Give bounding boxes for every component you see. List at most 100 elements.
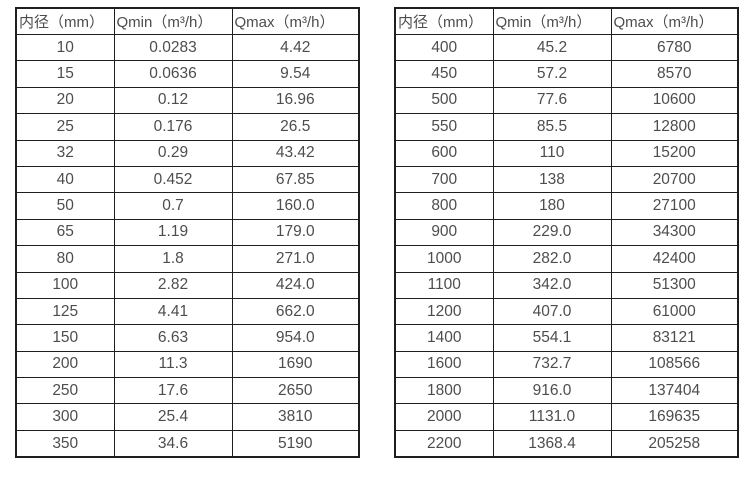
table-row: 1400 554.1 83121 bbox=[394, 324, 739, 352]
table-row: 100 2.82 424.0 bbox=[15, 271, 360, 299]
cell: 160.0 bbox=[231, 192, 360, 220]
table-row: 1600 732.7 108566 bbox=[394, 350, 739, 379]
cell: 700 bbox=[394, 165, 494, 194]
cell: 1400 bbox=[394, 324, 494, 352]
cell: 32 bbox=[15, 139, 115, 167]
cell: 125 bbox=[15, 297, 115, 326]
cell: 6.63 bbox=[113, 324, 233, 352]
cell: 1.8 bbox=[113, 245, 233, 273]
table-body: 10 0.0283 4.42 15 0.0636 9.54 20 0.12 16.96 25 0.1… bbox=[15, 33, 360, 458]
cell: 150 bbox=[15, 324, 115, 352]
cell: 300 bbox=[15, 403, 115, 431]
cell: 954.0 bbox=[231, 324, 360, 352]
cell: 83121 bbox=[610, 324, 739, 352]
cell: 2200 bbox=[394, 429, 494, 458]
cell: 1200 bbox=[394, 297, 494, 326]
cell: 1100 bbox=[394, 271, 494, 299]
table-row: 32 0.29 43.42 bbox=[15, 139, 360, 167]
cell: 179.0 bbox=[231, 218, 360, 247]
cell: 180 bbox=[492, 192, 612, 220]
table-row: 80 1.8 271.0 bbox=[15, 245, 360, 273]
cell: 20 bbox=[15, 86, 115, 115]
cell: 400 bbox=[394, 33, 494, 62]
cell: 200 bbox=[15, 350, 115, 379]
cell: 600 bbox=[394, 139, 494, 167]
table-row: 10 0.0283 4.42 bbox=[15, 33, 360, 62]
table-row: 65 1.19 179.0 bbox=[15, 218, 360, 247]
cell: 205258 bbox=[610, 429, 739, 458]
cell: 1368.4 bbox=[492, 429, 612, 458]
cell: 6780 bbox=[610, 33, 739, 62]
cell: 110 bbox=[492, 139, 612, 167]
table-row: 600 110 15200 bbox=[394, 139, 739, 167]
table-row: 1100 342.0 51300 bbox=[394, 271, 739, 299]
cell: 500 bbox=[394, 86, 494, 115]
cell: 169635 bbox=[610, 403, 739, 431]
cell: 77.6 bbox=[492, 86, 612, 115]
table-row: 900 229.0 34300 bbox=[394, 218, 739, 247]
cell: 407.0 bbox=[492, 297, 612, 326]
cell: 662.0 bbox=[231, 297, 360, 326]
table-header-row: 内径（mm） Qmin（m³/h） Qmax（m³/h） bbox=[394, 7, 739, 35]
cell: 137404 bbox=[610, 377, 739, 405]
cell: 0.176 bbox=[113, 113, 233, 141]
cell: 67.85 bbox=[231, 165, 360, 194]
flow-rate-tables-container: 内径（mm） Qmin（m³/h） Qmax（m³/h） 10 0.0283 4.42 1… bbox=[15, 7, 739, 459]
table-row: 25 0.176 26.5 bbox=[15, 113, 360, 141]
cell: 2650 bbox=[231, 377, 360, 405]
cell: 554.1 bbox=[492, 324, 612, 352]
cell: 0.452 bbox=[113, 165, 233, 194]
cell: 80 bbox=[15, 245, 115, 273]
table-row: 150 6.63 954.0 bbox=[15, 324, 360, 352]
cell: 42400 bbox=[610, 245, 739, 273]
table-row: 350 34.6 5190 bbox=[15, 429, 360, 458]
cell: 800 bbox=[394, 192, 494, 220]
cell: 350 bbox=[15, 429, 115, 458]
cell: 34300 bbox=[610, 218, 739, 247]
flow-rate-table-large-diameters: 内径（mm） Qmin（m³/h） Qmax（m³/h） 400 45.2 6780 45… bbox=[394, 7, 739, 459]
cell: 0.12 bbox=[113, 86, 233, 115]
table-row: 1000 282.0 42400 bbox=[394, 245, 739, 273]
table-row: 250 17.6 2650 bbox=[15, 377, 360, 405]
column-header: 内径（mm） bbox=[394, 7, 494, 35]
cell: 450 bbox=[394, 60, 494, 88]
cell: 732.7 bbox=[492, 350, 612, 379]
cell: 0.0636 bbox=[113, 60, 233, 88]
table-row: 200 11.3 1690 bbox=[15, 350, 360, 379]
cell: 85.5 bbox=[492, 113, 612, 141]
cell: 25.4 bbox=[113, 403, 233, 431]
cell: 1.19 bbox=[113, 218, 233, 247]
cell: 15 bbox=[15, 60, 115, 88]
cell: 15200 bbox=[610, 139, 739, 167]
cell: 20700 bbox=[610, 165, 739, 194]
cell: 1131.0 bbox=[492, 403, 612, 431]
cell: 51300 bbox=[610, 271, 739, 299]
cell: 61000 bbox=[610, 297, 739, 326]
column-header: 内径（mm） bbox=[15, 7, 115, 35]
cell: 0.7 bbox=[113, 192, 233, 220]
cell: 424.0 bbox=[231, 271, 360, 299]
cell: 1600 bbox=[394, 350, 494, 379]
header-row: 内径（mm） Qmin（m³/h） Qmax（m³/h） bbox=[394, 7, 739, 35]
cell: 8570 bbox=[610, 60, 739, 88]
cell: 9.54 bbox=[231, 60, 360, 88]
cell: 4.42 bbox=[231, 33, 360, 62]
cell: 25 bbox=[15, 113, 115, 141]
cell: 27100 bbox=[610, 192, 739, 220]
cell: 10 bbox=[15, 33, 115, 62]
cell: 40 bbox=[15, 165, 115, 194]
cell: 916.0 bbox=[492, 377, 612, 405]
cell: 108566 bbox=[610, 350, 739, 379]
table-row: 2200 1368.4 205258 bbox=[394, 429, 739, 458]
cell: 65 bbox=[15, 218, 115, 247]
cell: 0.29 bbox=[113, 139, 233, 167]
cell: 26.5 bbox=[231, 113, 360, 141]
cell: 138 bbox=[492, 165, 612, 194]
cell: 229.0 bbox=[492, 218, 612, 247]
table-row: 400 45.2 6780 bbox=[394, 33, 739, 62]
cell: 3810 bbox=[231, 403, 360, 431]
table-row: 15 0.0636 9.54 bbox=[15, 60, 360, 88]
cell: 43.42 bbox=[231, 139, 360, 167]
column-header: Qmin（m³/h） bbox=[113, 7, 233, 35]
table-row: 550 85.5 12800 bbox=[394, 113, 739, 141]
